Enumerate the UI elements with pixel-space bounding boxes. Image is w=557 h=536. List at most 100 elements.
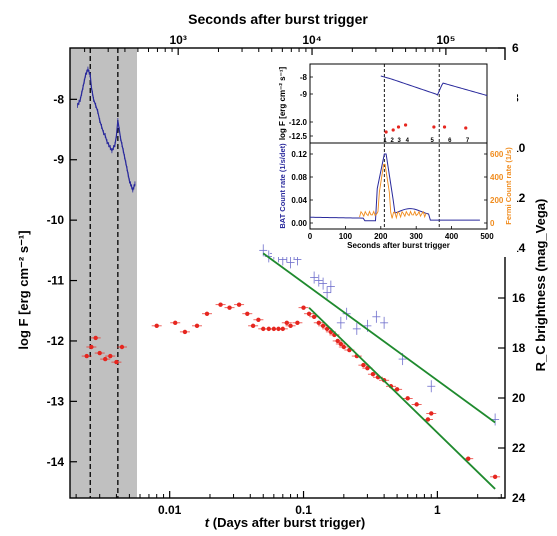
inset-marker-label: 5 — [430, 138, 434, 144]
data-point — [301, 305, 306, 310]
y2-tick-label: 6 — [512, 41, 519, 55]
data-point — [194, 323, 200, 329]
inset-x-tick-label: 500 — [480, 232, 494, 241]
inset-background — [272, 60, 517, 257]
y-tick-label: -12 — [47, 334, 65, 348]
y-tick-label: -10 — [47, 213, 65, 227]
data-point — [256, 317, 261, 323]
inset-bottom-left-tick-label: 0.12 — [291, 150, 307, 159]
inset-bottom-right-tick-label: 0 — [490, 219, 495, 228]
data-point — [93, 335, 98, 341]
data-point — [89, 344, 94, 350]
y2-axis-title: R_C brightness (mag_Vega) — [533, 199, 548, 372]
inset-bottom-left-tick-label: 0.04 — [291, 196, 307, 205]
shaded-region — [70, 48, 138, 498]
data-point — [114, 359, 119, 365]
fit-line — [262, 252, 496, 424]
fit-line — [308, 307, 496, 490]
inset-optical-point — [442, 125, 447, 129]
inset-optical-point — [384, 130, 388, 134]
data-point — [284, 320, 290, 326]
y-tick-label: -8 — [53, 92, 64, 106]
data-point — [266, 326, 271, 332]
inset-marker-label: 2 — [390, 138, 394, 144]
inset-fermi-curve — [359, 163, 427, 220]
inset-x-tick-label: 300 — [410, 232, 424, 241]
series-optical — [81, 302, 501, 480]
inset-bottom-left-tick-label: 0.08 — [291, 173, 307, 182]
data-point — [236, 302, 242, 307]
x2-tick-label: 10³ — [170, 33, 187, 47]
inset-top-y-label: log F [erg cm⁻² s⁻¹] — [278, 67, 287, 141]
inset-x-tick-label: 0 — [308, 232, 313, 241]
data-point — [320, 323, 326, 329]
data-point — [306, 311, 312, 316]
inset-bottom-left-label: BAT Count rate (1/s/det) — [278, 143, 287, 229]
x2-tick-label: 10⁵ — [436, 33, 455, 47]
inset-optical-point — [403, 123, 408, 127]
data-point — [97, 350, 102, 356]
inset-x-tick-label: 400 — [445, 232, 459, 241]
x2-axis-title: Seconds after burst trigger — [188, 11, 368, 27]
y2-tick-label: 20 — [512, 391, 526, 405]
x2-tick-label: 10⁴ — [302, 33, 321, 47]
data-point — [250, 323, 256, 329]
inset-optical-point — [432, 125, 436, 129]
x-axis-title-italic: t — [205, 515, 210, 530]
data-point — [84, 353, 89, 359]
data-point — [429, 411, 434, 416]
data-point — [173, 320, 178, 326]
data-point — [316, 320, 321, 326]
inset-top-tick-label: -12.5 — [289, 132, 308, 141]
data-point — [218, 302, 223, 307]
inset-marker-label: 7 — [466, 138, 470, 144]
data-point — [108, 353, 113, 359]
y-tick-label: -11 — [47, 274, 64, 288]
inset-bottom-frame — [309, 142, 488, 230]
x-axis-title-rest: (Days after burst trigger) — [209, 515, 365, 530]
y-tick-label: -9 — [53, 153, 64, 167]
data-point — [466, 456, 471, 461]
inset-bottom-right-label: Fermi Count rate (1/s) — [504, 147, 513, 225]
data-point — [204, 311, 210, 316]
data-point — [394, 387, 400, 392]
series-fit-lower — [308, 307, 496, 490]
inset-bottom-right-tick-label: 200 — [490, 196, 504, 205]
series-prompt-emission — [77, 66, 136, 193]
x-tick-label: 1 — [434, 503, 441, 517]
y2-tick-label: 24 — [512, 491, 526, 505]
data-point — [492, 474, 498, 480]
y2-tick-label: 16 — [512, 291, 526, 305]
inset-x-label: Seconds after burst trigger — [347, 241, 450, 250]
data-point — [335, 338, 340, 344]
data-point — [414, 402, 419, 407]
x-tick-label: 0.01 — [158, 503, 182, 517]
data-point — [280, 326, 286, 332]
y-tick-label: -13 — [47, 394, 65, 408]
data-point — [361, 362, 366, 368]
series-fit-upper — [262, 252, 496, 424]
data-point — [245, 311, 250, 316]
data-point — [324, 326, 330, 332]
inset-optical-point — [464, 126, 468, 130]
inset-marker-label: 6 — [448, 138, 452, 144]
data-point — [370, 371, 376, 377]
inset-bottom-right-tick-label: 400 — [490, 173, 504, 182]
x-axis-title: t (Days after burst trigger) — [205, 515, 365, 530]
data-point — [338, 341, 344, 347]
data-point — [341, 344, 347, 350]
data-point — [425, 417, 431, 422]
data-point — [182, 329, 188, 335]
inset-top-flux-curve — [380, 75, 488, 96]
data-point — [311, 314, 317, 319]
data-point — [154, 323, 159, 329]
inset-bottom-left-tick-label: 0.00 — [291, 219, 307, 228]
inset-x-tick-label: 100 — [339, 232, 353, 241]
y-axis-title: log F [erg cm⁻² s⁻¹] — [16, 230, 31, 349]
data-point — [288, 323, 293, 329]
inset-optical-point — [396, 125, 401, 129]
inset-bottom-right-tick-label: 600 — [490, 150, 504, 159]
data-point — [227, 305, 232, 310]
inset-top-tick-label: -9 — [300, 90, 308, 99]
